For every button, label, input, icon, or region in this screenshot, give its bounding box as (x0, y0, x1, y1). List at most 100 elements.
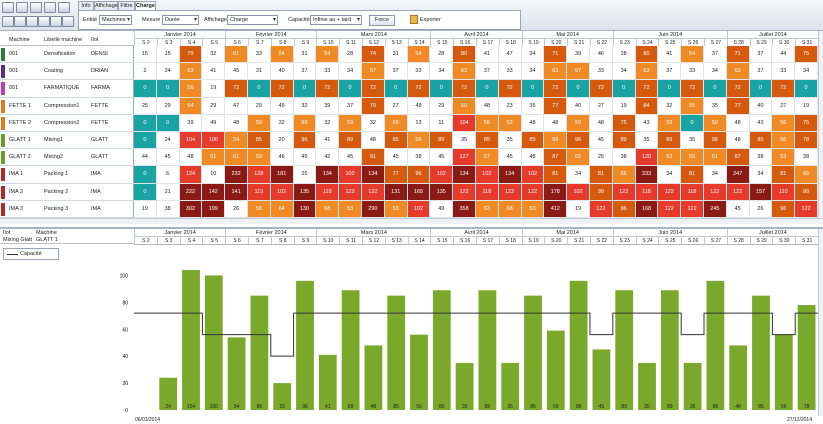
load-cell[interactable]: 29 (202, 97, 226, 115)
table-row[interactable]: 001 Coating DRIAN (0, 63, 134, 81)
load-cell[interactable]: 99 (795, 183, 818, 201)
load-cell[interactable]: 75 (795, 114, 818, 132)
load-cell[interactable]: 134 (316, 166, 340, 184)
chart-vertical-scrollbar[interactable] (818, 229, 823, 416)
load-bar[interactable] (546, 330, 565, 410)
load-bar[interactable] (729, 345, 748, 410)
load-cell[interactable]: 50 (453, 97, 476, 115)
load-cell[interactable]: 29 (248, 97, 271, 115)
load-cell[interactable]: 81 (590, 166, 613, 184)
load-cell[interactable]: 72 (362, 80, 385, 98)
load-cell[interactable]: 77 (544, 97, 568, 115)
load-cell[interactable]: 89 (658, 132, 682, 150)
load-cell[interactable]: 41 (316, 132, 340, 150)
load-cell[interactable]: 56 (179, 80, 203, 98)
load-cell[interactable]: 333 (635, 166, 659, 184)
load-cell[interactable]: 247 (726, 166, 750, 184)
load-cell[interactable]: 120 (635, 149, 659, 167)
load-cell[interactable]: 54 (681, 46, 704, 64)
load-cell[interactable]: 72 (772, 80, 796, 98)
load-cell[interactable]: 65 (567, 149, 590, 167)
load-cell[interactable]: 72 (453, 80, 476, 98)
load-cell[interactable]: 34 (339, 63, 362, 81)
load-cell[interactable]: 122 (704, 183, 727, 201)
load-cell[interactable]: 302 (179, 200, 203, 218)
load-cell[interactable]: 41 (658, 46, 682, 64)
tab-filtre[interactable]: Filtre (118, 1, 135, 10)
load-cell[interactable]: 47 (225, 97, 248, 115)
load-cell[interactable]: 34 (612, 63, 636, 81)
export-button[interactable]: Exporter (410, 15, 441, 27)
load-cell[interactable]: 54 (316, 46, 340, 64)
load-cell[interactable]: 54 (179, 97, 203, 115)
load-cell[interactable]: 53 (658, 149, 682, 167)
load-cell[interactable]: 142 (202, 183, 226, 201)
dash-icon[interactable] (38, 16, 50, 27)
load-cell[interactable]: 37 (658, 63, 682, 81)
load-cell[interactable]: 102 (476, 166, 499, 184)
load-cell[interactable]: 56 (772, 132, 796, 150)
load-cell[interactable]: 49 (430, 200, 454, 218)
load-cell[interactable]: 89 (430, 132, 454, 150)
load-cell[interactable]: 102 (430, 166, 454, 184)
load-cell[interactable]: 57 (476, 149, 499, 167)
load-cell[interactable]: 78 (795, 132, 818, 150)
load-cell[interactable]: 33 (772, 63, 796, 81)
load-cell[interactable]: 48 (225, 114, 248, 132)
load-cell[interactable]: 40 (749, 97, 773, 115)
load-cell[interactable]: 37 (476, 63, 499, 81)
load-cell[interactable]: 122 (590, 200, 613, 218)
load-cell[interactable]: 25 (134, 97, 157, 115)
load-cell[interactable]: 89 (476, 132, 499, 150)
table-row[interactable]: 001 FARMATIQUE FARMA (0, 80, 134, 98)
load-bar[interactable] (341, 290, 360, 410)
load-cell[interactable]: 135 (293, 183, 317, 201)
load-cell[interactable]: 75 (795, 46, 818, 64)
load-cell[interactable]: 45 (270, 97, 294, 115)
load-bar[interactable] (182, 270, 200, 410)
load-bar[interactable] (273, 383, 292, 410)
load-cell[interactable]: 122 (658, 200, 682, 218)
load-cell[interactable]: 72 (316, 80, 340, 98)
load-cell[interactable]: 35 (498, 132, 522, 150)
load-cell[interactable]: 63 (635, 63, 659, 81)
load-cell[interactable]: 34 (521, 63, 545, 81)
load-cell[interactable]: 45 (498, 149, 522, 167)
load-cell[interactable]: 96 (704, 132, 727, 150)
load-cell[interactable]: 32 (658, 97, 682, 115)
col-header-libelle[interactable]: Libellé machine (44, 37, 83, 43)
load-cell[interactable]: 55 (681, 97, 704, 115)
table-row[interactable]: FETTE 2 Compression2 FETTE (0, 115, 134, 132)
load-cell[interactable]: 81 (772, 166, 796, 184)
load-cell[interactable]: 51 (704, 149, 727, 167)
table-icon[interactable] (30, 2, 42, 13)
load-cell[interactable]: 85 (521, 132, 545, 150)
load-cell[interactable]: 0 (521, 80, 545, 98)
load-cell[interactable]: 24 (156, 63, 180, 81)
load-cell[interactable]: 66 (795, 166, 818, 184)
load-cell[interactable]: 122 (681, 200, 704, 218)
load-cell[interactable]: 59 (248, 149, 271, 167)
load-cell[interactable]: 19 (795, 97, 818, 115)
load-cell[interactable]: 33 (498, 63, 522, 81)
load-cell[interactable]: 45 (384, 149, 408, 167)
load-cell[interactable]: 38 (749, 149, 773, 167)
load-cell[interactable]: 54 (407, 46, 431, 64)
load-cell[interactable]: 33 (681, 63, 704, 81)
load-bar[interactable] (455, 362, 474, 410)
chart-icon[interactable] (14, 16, 26, 27)
load-cell[interactable]: 232 (225, 166, 248, 184)
load-cell[interactable]: 135 (430, 183, 454, 201)
load-cell[interactable]: 80 (635, 46, 659, 64)
load-cell[interactable]: 0 (567, 80, 590, 98)
load-cell[interactable]: 58 (248, 200, 271, 218)
load-cell[interactable]: 0 (384, 80, 408, 98)
load-cell[interactable]: 77 (384, 166, 408, 184)
load-bar[interactable] (159, 377, 178, 410)
list-icon[interactable] (26, 16, 38, 27)
load-cell[interactable]: 27 (772, 97, 796, 115)
load-cell[interactable]: 56 (476, 114, 499, 132)
load-cell[interactable]: 71 (726, 46, 750, 64)
load-cell[interactable]: 45 (225, 63, 248, 81)
load-cell[interactable]: 53 (521, 200, 545, 218)
